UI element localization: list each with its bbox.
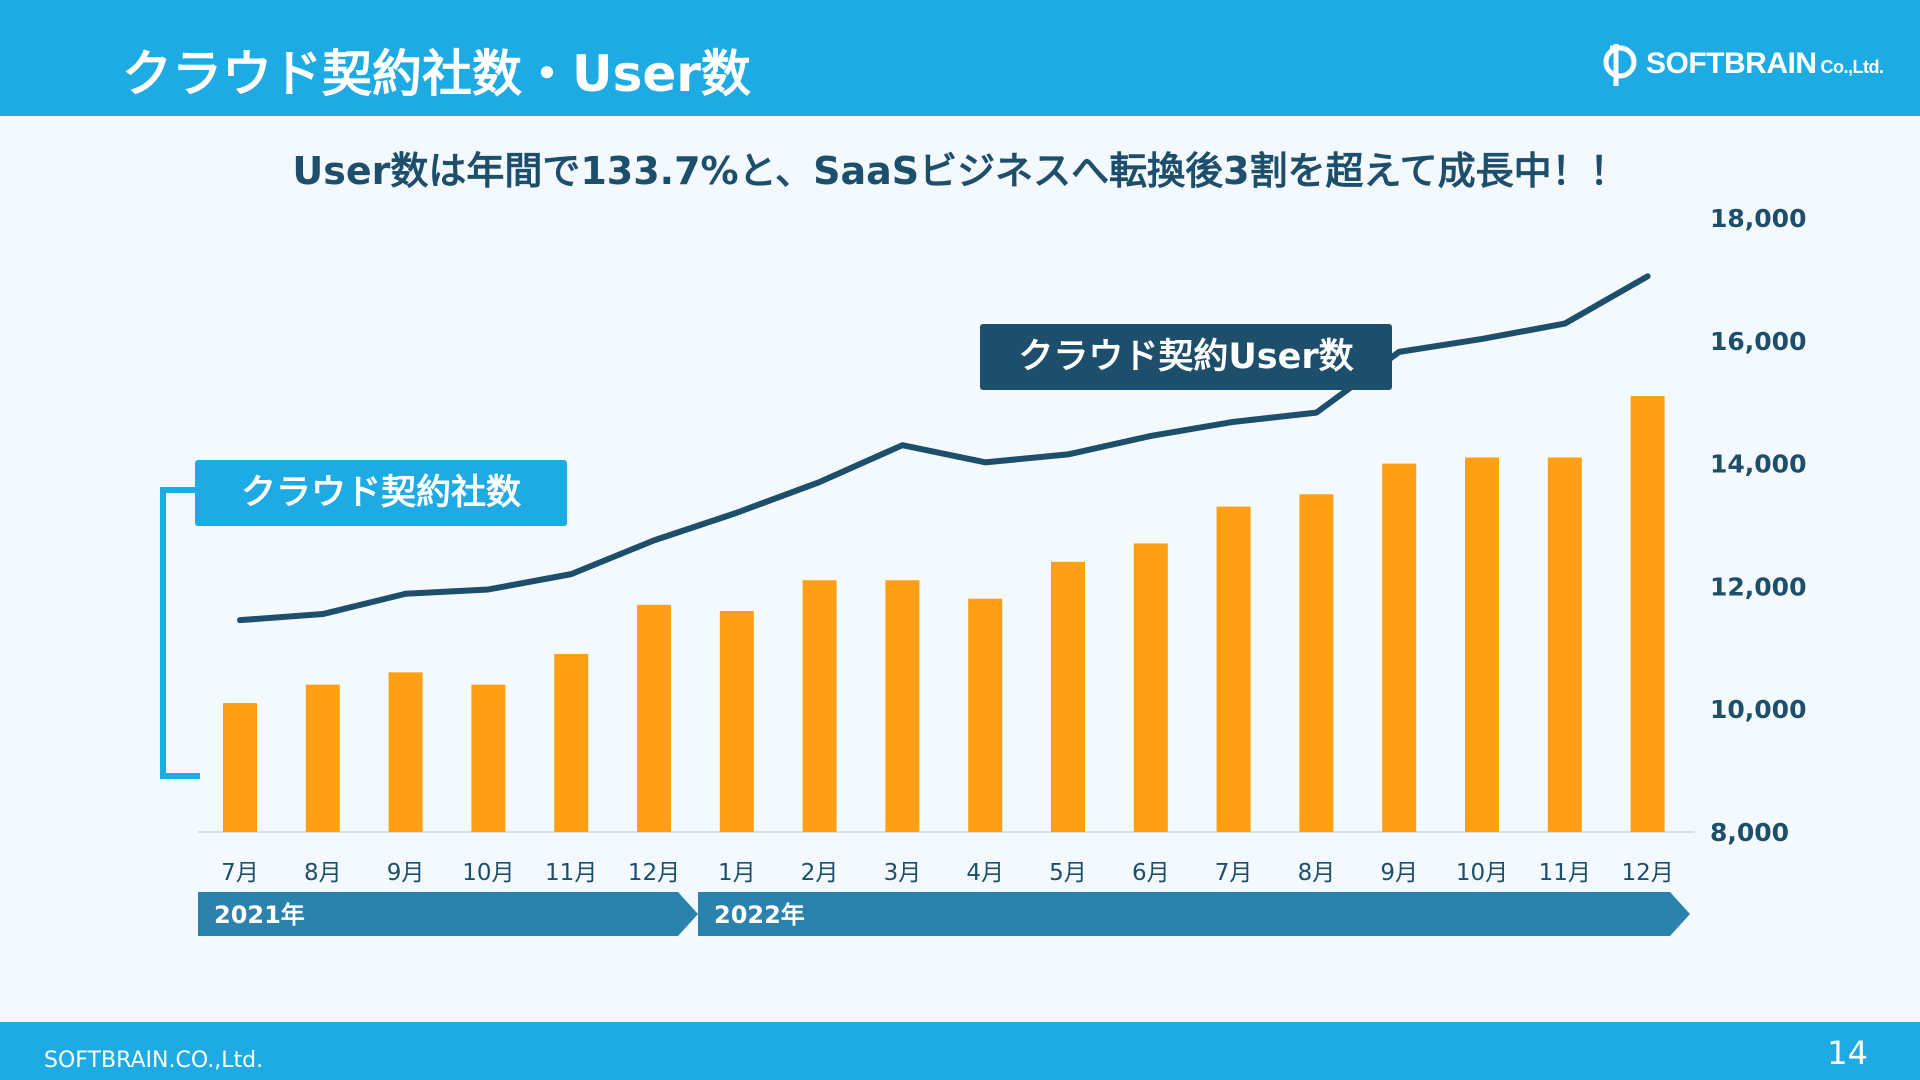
year-label: 2022年 xyxy=(714,901,805,929)
header-bar xyxy=(0,0,1920,116)
bar-17 xyxy=(1547,457,1582,832)
x-tick-label: 11月 xyxy=(1539,860,1591,886)
bar-8 xyxy=(802,580,837,832)
bar-5 xyxy=(554,653,589,832)
x-tick-label: 4月 xyxy=(966,860,1004,886)
y-tick-label: 8,000 xyxy=(1710,818,1789,847)
footer-bar xyxy=(0,1022,1920,1080)
bar-3 xyxy=(388,672,423,832)
x-tick-label: 9月 xyxy=(1380,860,1418,886)
bar-9 xyxy=(885,580,920,832)
line-series-label: クラウド契約User数 xyxy=(1018,337,1353,377)
x-tick-label: 8月 xyxy=(1298,860,1336,886)
x-tick-label: 10月 xyxy=(1456,860,1508,886)
bar-4 xyxy=(471,684,506,832)
bar-13 xyxy=(1216,506,1251,832)
x-tick-label: 2月 xyxy=(801,860,839,886)
headline: User数は年間で133.7%と、SaaSビジネスへ転換後3割を超えて成長中！！ xyxy=(292,149,1628,193)
bar-callout-box xyxy=(195,460,567,526)
bar-6 xyxy=(637,604,671,832)
x-tick-label: 1月 xyxy=(718,860,756,886)
y-tick-label: 18,000 xyxy=(1710,204,1806,233)
page-number: 14 xyxy=(1827,1034,1868,1072)
year-label: 2021年 xyxy=(214,901,305,929)
company-logo: SOFTBRAIN Co.,Ltd. xyxy=(1600,36,1884,92)
x-tick-label: 6月 xyxy=(1132,860,1170,886)
x-tick-label: 7月 xyxy=(1215,860,1253,886)
bar-1 xyxy=(223,703,257,832)
bar-16 xyxy=(1465,457,1499,832)
year-band-2022年 xyxy=(698,892,1690,936)
bar-10 xyxy=(968,598,1003,832)
year-band-2021年 xyxy=(198,892,698,936)
y-tick-label: 10,000 xyxy=(1710,695,1806,724)
x-tick-label: 11月 xyxy=(545,860,597,886)
bar-7 xyxy=(719,610,754,832)
x-tick-label: 8月 xyxy=(304,860,342,886)
x-tick-label: 12月 xyxy=(1621,860,1673,886)
bar-18 xyxy=(1630,396,1665,832)
bar-series-label: クラウド契約社数 xyxy=(241,473,521,513)
bar-14 xyxy=(1299,494,1334,832)
bar-15 xyxy=(1382,463,1417,832)
line-callout-box xyxy=(980,324,1392,390)
user-count-line xyxy=(237,273,1651,624)
y-tick-label: 16,000 xyxy=(1710,327,1806,356)
x-tick-label: 10月 xyxy=(462,860,514,886)
footer-company: SOFTBRAIN.CO.,Ltd. xyxy=(44,1048,264,1073)
x-tick-label: 7月 xyxy=(221,860,259,886)
y-tick-label: 12,000 xyxy=(1710,572,1806,601)
bar-line-chart: 8,000 10,000 12,000 14,000 16,000 18,000 7月 8月… xyxy=(160,204,1806,936)
softbrain-logo-icon xyxy=(1603,44,1637,86)
y-tick-label: 14,000 xyxy=(1710,450,1806,479)
x-tick-label: 5月 xyxy=(1049,860,1087,886)
x-tick-label: 9月 xyxy=(387,860,425,886)
x-tick-label: 3月 xyxy=(884,860,922,886)
bar-12 xyxy=(1133,543,1168,832)
x-tick-label: 12月 xyxy=(628,860,680,886)
bar-2 xyxy=(305,684,340,832)
page-title: クラウド契約社数・User数 xyxy=(122,45,751,103)
bar-11 xyxy=(1051,561,1085,832)
bar-callout-bracket xyxy=(160,487,200,779)
logo-wordmark: SOFTBRAIN Co.,Ltd. xyxy=(1646,47,1884,80)
